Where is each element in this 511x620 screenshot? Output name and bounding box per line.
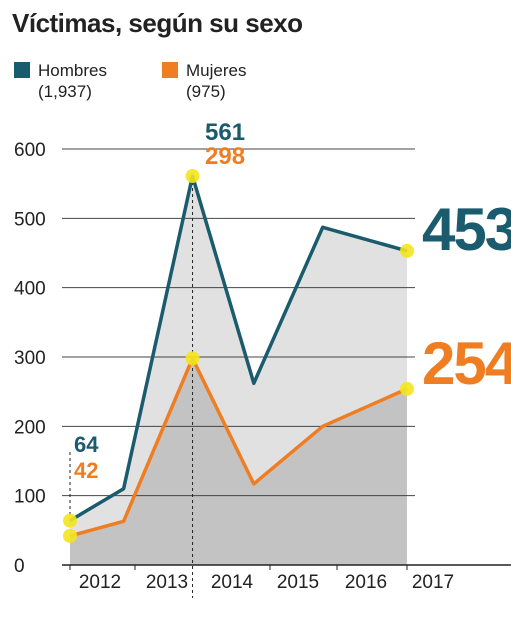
data-label-mujeres: 254 [422, 330, 511, 397]
legend-item-hombres: Hombres (1,937) [14, 60, 107, 102]
x-tick-label: 2013 [146, 572, 188, 593]
area-mujeres [70, 358, 407, 565]
point-hombres [400, 243, 414, 258]
y-tick-label: 200 [14, 417, 46, 438]
series-line-mujeres [69, 356, 408, 538]
x-tick-label: 2015 [277, 572, 319, 593]
y-tick-label: 300 [14, 348, 46, 369]
x-tick-label: 2014 [211, 572, 254, 593]
point-mujeres [185, 351, 200, 366]
series-line-hombres [69, 174, 408, 523]
y-tick-label: 600 [14, 140, 46, 161]
x-tick-label: 2017 [412, 572, 454, 593]
y-tick-label: 0 [14, 556, 25, 577]
point-hombres [63, 513, 77, 528]
data-label-hombres: 64 [74, 432, 99, 457]
data-label-mujeres: 298 [205, 143, 245, 170]
point-mujeres [63, 528, 77, 543]
legend-total-hombres: (1,937) [38, 82, 92, 101]
legend-swatch-mujeres [162, 62, 178, 78]
point-hombres [185, 169, 200, 184]
legend-total-mujeres: (975) [186, 82, 226, 101]
y-tick-label: 400 [14, 279, 46, 300]
y-tick-label: 500 [14, 209, 46, 230]
x-tick-label: 2012 [79, 572, 121, 593]
chart-title: Víctimas, según su sexo [12, 8, 303, 38]
y-tick-label: 100 [14, 487, 46, 508]
data-label-mujeres: 42 [74, 458, 98, 483]
data-label-hombres: 561 [205, 119, 245, 146]
legend-swatch-hombres [14, 62, 30, 78]
legend-item-mujeres: Mujeres (975) [162, 60, 246, 102]
data-label-hombres: 453 [422, 196, 511, 263]
x-tick-label: 2016 [345, 572, 387, 593]
point-mujeres [400, 381, 414, 396]
legend-label-hombres: Hombres [38, 61, 107, 80]
legend-label-mujeres: Mujeres [186, 61, 247, 80]
